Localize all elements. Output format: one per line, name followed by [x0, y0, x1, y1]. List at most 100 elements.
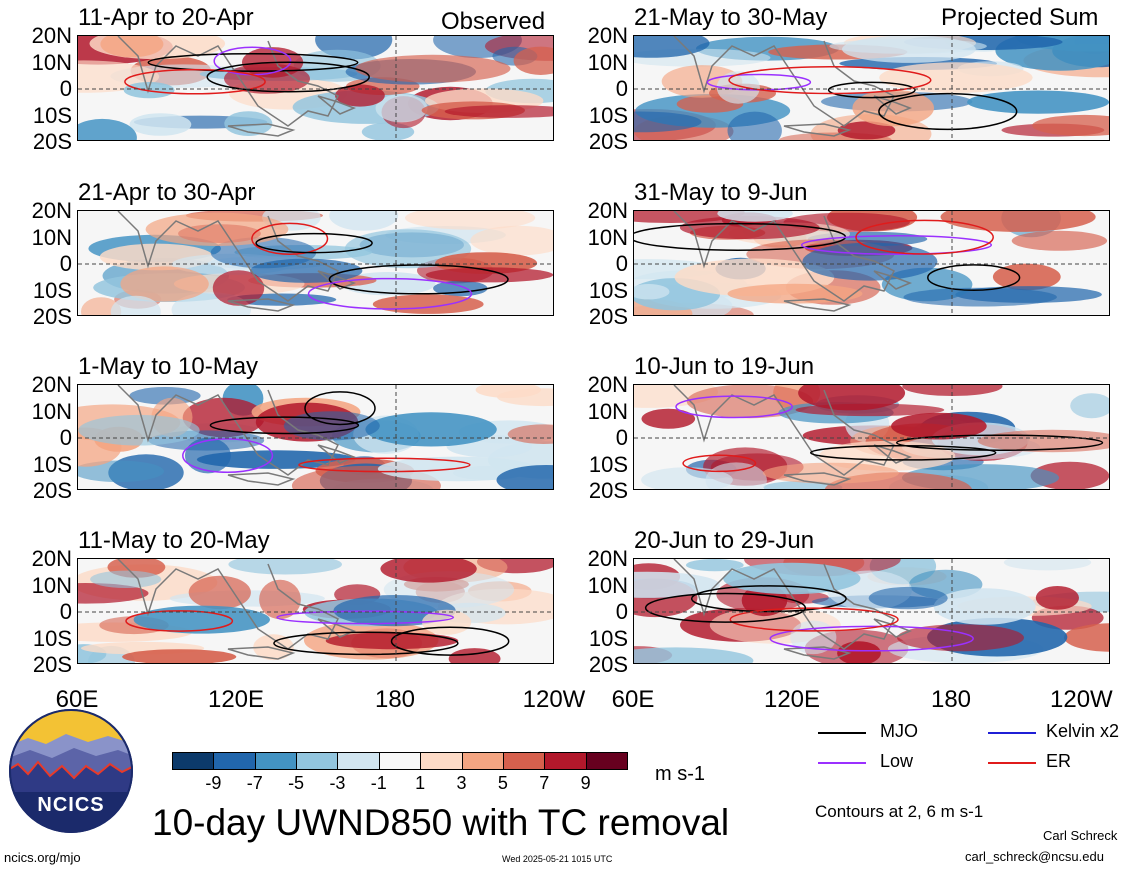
map-panel: [633, 558, 1110, 664]
anomaly-shading: [129, 113, 192, 136]
panel-map: [634, 211, 1109, 315]
email: carl_schreck@ncsu.edu: [965, 849, 1104, 864]
panel-map: [634, 385, 1109, 489]
anomaly-shading: [868, 586, 948, 610]
anomaly-shading: [1035, 586, 1079, 610]
anomaly-shading: [634, 211, 745, 223]
anomaly-shading: [507, 424, 553, 444]
colorbar-label: -9: [205, 773, 222, 793]
contour-line: [927, 264, 1021, 292]
lat-tick-label: 20N: [587, 23, 628, 48]
anomaly-shading: [470, 225, 553, 256]
anomaly-shading: [129, 387, 201, 405]
lat-tick-label: 10S: [32, 102, 72, 128]
anomaly-shading: [891, 412, 987, 440]
anomaly-shading: [686, 559, 744, 572]
lon-tick-label: 120E: [207, 686, 265, 713]
colorbar-label: 9: [580, 773, 591, 793]
lat-tick-label: 20N: [31, 23, 72, 48]
colorbar-label: -1: [370, 773, 387, 793]
coastline: [783, 618, 913, 660]
map-panel: [77, 384, 554, 490]
contour-line: [182, 438, 274, 474]
anomaly-shading: [634, 647, 754, 663]
anomaly-shading: [133, 605, 270, 634]
anomaly-shading: [634, 111, 702, 133]
contour-line: [276, 610, 455, 625]
lat-tick-label: 20N: [31, 546, 72, 571]
lat-tick-label: 10N: [31, 224, 72, 250]
anomaly-shading: [902, 385, 1003, 396]
lon-tick-label: 120W: [522, 686, 586, 713]
colorbar-swatch: [378, 752, 422, 770]
coastline: [227, 95, 357, 137]
contour-line: [855, 219, 994, 255]
lat-tick-label: 20S: [32, 129, 72, 154]
anomaly-shading: [634, 571, 720, 598]
contour-line: [644, 592, 807, 623]
coastline: [227, 444, 357, 486]
coastline: [783, 270, 913, 312]
legend-label-low: Low: [880, 751, 914, 771]
anomaly-shading: [1032, 114, 1109, 137]
colorbar-swatch: [337, 752, 380, 770]
anomaly-shading: [903, 287, 1057, 307]
contour-line: [728, 65, 932, 95]
lat-tick-label: 10N: [31, 398, 72, 424]
lat-tick-label: 0: [615, 251, 628, 276]
colorbar-label: -5: [288, 773, 305, 793]
lon-tick-label: 180: [374, 686, 416, 713]
contour-line: [206, 61, 370, 93]
lat-tick-label: 10N: [587, 398, 628, 424]
coastline: [117, 559, 340, 650]
contour-line: [209, 416, 360, 435]
colorbar-label: -7: [246, 773, 263, 793]
coastline: [783, 95, 913, 137]
anomaly-shading: [253, 634, 294, 661]
contour-line: [147, 53, 359, 72]
anomaly-shading: [444, 105, 553, 118]
anomaly-shading: [355, 54, 511, 83]
contour-line: [251, 222, 329, 255]
lat-tick-label: 20S: [32, 478, 72, 503]
lon-tick-label: 60E: [55, 686, 99, 713]
contour-line: [827, 81, 916, 99]
panel-title: 10-Jun to 19-Jun: [634, 353, 815, 380]
lat-tick-label: 10N: [31, 49, 72, 75]
anomaly-shading: [641, 467, 733, 489]
coastline: [117, 211, 340, 302]
anomaly-shading: [717, 211, 793, 222]
lat-tick-label: 10S: [32, 625, 72, 651]
anomaly-shading: [1064, 623, 1109, 652]
anomaly-shading: [802, 242, 938, 281]
timestamp: Wed 2025-05-21 1015 UTC: [502, 854, 613, 864]
panel-title: 11-May to 20-May: [78, 527, 270, 554]
lat-tick-label: 20N: [31, 372, 72, 397]
anomaly-shading: [716, 71, 760, 104]
anomaly-shading: [433, 280, 488, 297]
anomaly-shading: [727, 111, 782, 140]
contour-line: [800, 235, 993, 255]
lat-tick-label: 0: [59, 76, 72, 101]
colorbar: [172, 752, 628, 772]
lat-tick-label: 20S: [588, 652, 628, 677]
panel-map: [78, 559, 553, 663]
anomaly-shading: [344, 229, 472, 269]
anomaly-shading: [1070, 393, 1109, 419]
legend-label-kelvin: Kelvin x2: [1046, 721, 1120, 741]
lat-tick-label: 10S: [32, 451, 72, 477]
panel-title: 1-May to 10-May: [78, 353, 259, 380]
anomaly-shading: [634, 284, 670, 300]
anomaly-shading: [188, 575, 251, 610]
panel-map: [78, 385, 553, 489]
legend-line-low: [818, 762, 866, 764]
legend-label-er: ER: [1046, 751, 1072, 771]
lat-tick-label: 20N: [587, 198, 628, 223]
lat-tick-label: 20N: [587, 546, 628, 571]
anomaly-shading: [196, 450, 356, 469]
contour-line: [675, 395, 793, 419]
panel-title: 21-May to 30-May: [634, 4, 828, 31]
panel-title: 20-Jun to 29-Jun: [634, 527, 815, 554]
lat-tick-label: 20N: [31, 198, 72, 223]
anomaly-shading: [422, 609, 472, 635]
